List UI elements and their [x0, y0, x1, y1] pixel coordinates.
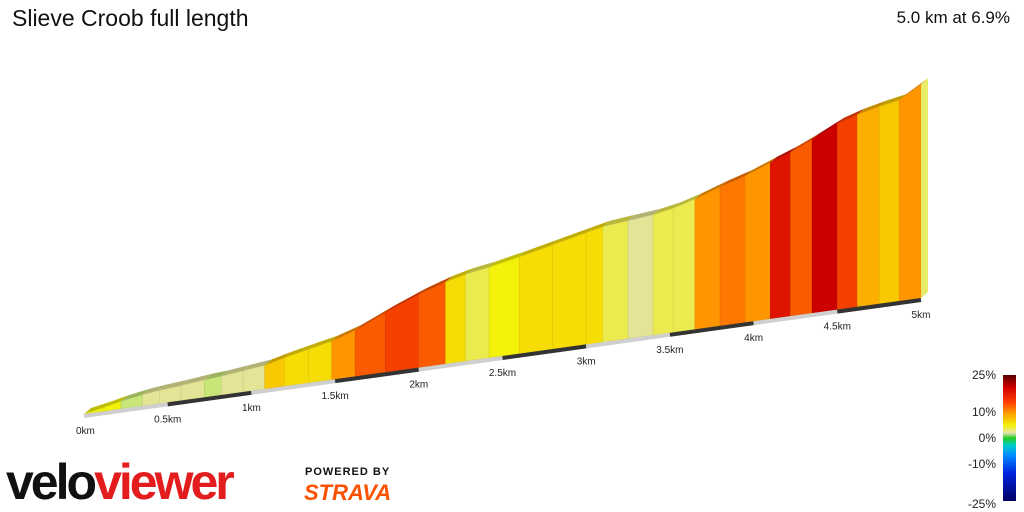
gradient-segment [552, 232, 587, 350]
baseline-band [837, 298, 922, 314]
segment-top-face [695, 180, 728, 200]
veloviewer-logo: veloviewer [6, 452, 235, 512]
x-tick-label: 0km [76, 426, 95, 437]
gradient-segment [744, 162, 771, 323]
gradient-segment [204, 376, 222, 398]
profile-end-cap [921, 78, 928, 298]
segment-top-face [837, 108, 865, 124]
x-tick-label: 5km [912, 310, 931, 321]
x-tick-label: 2.5km [489, 368, 516, 379]
x-tick-label: 4.5km [824, 322, 851, 333]
gradient-segment [627, 214, 654, 339]
segment-top-face [159, 379, 189, 391]
gradient-segment [770, 151, 791, 320]
segment-top-face [519, 238, 560, 257]
segment-top-face [790, 133, 820, 153]
segment-top-face [653, 202, 681, 215]
gradient-segment [385, 293, 420, 373]
segment-top-face [628, 208, 661, 221]
gradient-segment [719, 175, 746, 327]
segment-top-face [204, 370, 229, 380]
x-tick-label: 0.5km [154, 414, 181, 425]
gradient-segment [898, 83, 922, 302]
gradient-segment [652, 207, 674, 336]
x-tick-label: 1km [242, 403, 261, 414]
x-tick-label: 2km [409, 380, 428, 391]
baseline-band [502, 344, 587, 360]
segment-top-face [385, 288, 426, 313]
segment-top-face [673, 193, 703, 209]
segment-top-face [308, 335, 339, 350]
gradient-segment [672, 198, 696, 333]
segment-top-face [770, 146, 798, 163]
gradient-segment [602, 220, 629, 343]
scale-label-minus-25: -25% [967, 497, 996, 511]
logo-viewer: viewer [94, 454, 235, 510]
x-tick-label: 4km [744, 333, 763, 344]
segment-top-face [120, 388, 150, 402]
scale-label-0: 0% [978, 431, 996, 445]
segment-top-face [857, 100, 887, 115]
strava-logo: STRAVA [304, 480, 392, 505]
segment-top-face [243, 359, 272, 371]
climb-summary: 5.0 km at 6.9% [896, 8, 1010, 27]
gradient-segment [836, 114, 858, 310]
x-tick-label: 3km [577, 356, 596, 367]
segment-top-face [586, 220, 610, 233]
segment-top-face [720, 170, 753, 187]
segment-top-face [602, 214, 636, 227]
segment-top-face [331, 324, 363, 342]
logo-velo: velo [6, 454, 97, 510]
gradient-segment [694, 186, 721, 330]
segment-top-face [284, 343, 316, 358]
scale-label-10: 10% [971, 405, 996, 419]
gradient-segment [465, 266, 490, 362]
segment-top-face [418, 276, 453, 295]
distance-ticks: 0km 0.5km 1km 1.5km 2km 2.5km 3km 3.5km 4km 4.5km… [76, 310, 930, 437]
distance-baseline [83, 298, 922, 418]
scale-label-minus-10: -10% [967, 457, 996, 471]
gradient-segments [83, 78, 928, 415]
gradient-segment [790, 138, 813, 317]
segment-top-face [465, 261, 497, 275]
gradient-segment [811, 123, 838, 314]
segment-top-face [355, 306, 393, 331]
segment-top-face [879, 94, 907, 107]
gradient-segment [418, 281, 446, 368]
baseline-band [753, 309, 838, 326]
segment-top-face [84, 401, 112, 414]
gradient-segment [354, 312, 386, 377]
powered-by-text: POWERED BY [305, 466, 391, 478]
x-tick-label: 3.5km [656, 345, 683, 356]
segment-top-face [142, 384, 167, 395]
gradient-segment [857, 106, 880, 308]
baseline-band [669, 321, 754, 337]
baseline-band [167, 390, 252, 407]
gradient-segment [878, 99, 900, 305]
segment-top-face [445, 268, 473, 283]
gradient-segment [518, 244, 554, 355]
segment-top-face [264, 351, 292, 366]
segment-top-face [745, 156, 778, 177]
baseline-band [418, 356, 503, 372]
x-tick-label: 1.5km [321, 391, 348, 402]
segment-top-face [104, 395, 128, 408]
baseline-band [251, 379, 336, 395]
gradient-segment [585, 226, 604, 345]
baseline-band [334, 367, 420, 384]
segment-top-face [552, 226, 594, 245]
gradient-color-scale [1003, 375, 1016, 501]
segment-top-face [221, 364, 251, 377]
baseline-band [585, 332, 671, 349]
segment-top-face [181, 373, 212, 386]
segment-top-face [812, 117, 845, 140]
gradient-segment [488, 256, 520, 359]
gradient-segment [445, 273, 466, 365]
chart-title: Slieve Croob full length [12, 5, 249, 31]
baseline-band [83, 402, 168, 418]
scale-label-25: 25% [971, 368, 996, 382]
segment-top-face [489, 250, 527, 268]
